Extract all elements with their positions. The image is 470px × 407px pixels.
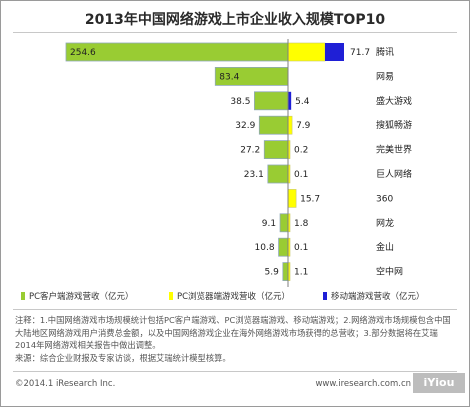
legend-swatch-pc-browser xyxy=(169,292,173,300)
value-label-pc-client: 32.9 xyxy=(235,121,255,131)
bar-pc-client xyxy=(267,164,289,184)
bar-mobile xyxy=(288,91,292,110)
category-label: 金山 xyxy=(376,241,394,253)
bar-pc-client xyxy=(65,42,289,62)
bar-pc-browser xyxy=(287,189,297,208)
value-label-pc-browser: 0.1 xyxy=(294,243,308,253)
category-label: 网易 xyxy=(376,71,394,82)
bar-pc-client xyxy=(282,262,289,282)
bar-pc-browser xyxy=(287,42,326,62)
legend-item-pc-client: PC客户端游戏营收（亿元） xyxy=(21,290,134,304)
value-label-pc-client: 10.8 xyxy=(255,243,275,253)
legend-divider xyxy=(13,309,457,310)
notes-text: 注释：1.中国网络游戏市场规模统计包括PC客户端游戏、PC浏览器端游戏、移动端游… xyxy=(15,315,451,350)
value-label-pc-browser: 1.1 xyxy=(294,268,308,278)
value-label-pc-client: 38.5 xyxy=(230,97,250,107)
watermark-logo: iYiou xyxy=(413,373,465,393)
title-divider xyxy=(13,32,457,33)
value-label-pc-browser: 0.1 xyxy=(294,170,308,180)
category-label: 空中网 xyxy=(376,266,403,278)
value-label-pc-client: 254.6 xyxy=(70,48,96,58)
legend-item-mobile: 移动端游戏营收（亿元） xyxy=(323,290,425,304)
copyright-text: ©2014.1 iResearch Inc. xyxy=(15,379,116,389)
category-label: 360 xyxy=(376,194,393,204)
bar-mobile xyxy=(325,43,344,61)
value-label-pc-client: 27.2 xyxy=(240,146,260,156)
category-label: 搜狐畅游 xyxy=(376,119,412,131)
footer-divider xyxy=(13,371,457,372)
bar-pc-client xyxy=(258,115,289,135)
category-label: 巨人网络 xyxy=(376,168,412,180)
legend-label-pc-client: PC客户端游戏营收（亿元） xyxy=(29,292,134,302)
source-text: 来源：综合企业财报及专家访谈，根据艾瑞统计模型核算。 xyxy=(15,352,231,363)
category-label: 网龙 xyxy=(376,217,394,229)
legend-swatch-pc-client xyxy=(21,292,25,300)
legend-label-mobile: 移动端游戏营收（亿元） xyxy=(331,292,425,302)
bar-plot: 254.6 腾讯 83.4 网易 38.5 5.4 盛大游戏 32.9 7.9 搜狐畅游 27.2 0… xyxy=(65,39,412,287)
value-label-pc-browser: 71.7 xyxy=(350,48,370,58)
bar-pc-client xyxy=(263,140,289,160)
value-label-pc-client: 5.9 xyxy=(265,268,280,278)
bar-pc-client xyxy=(279,213,289,233)
value-label-mobile: 5.4 xyxy=(295,97,310,107)
bar-pc-client xyxy=(278,237,289,257)
value-label-pc-browser: 15.7 xyxy=(300,194,320,204)
value-label-pc-browser: 0.2 xyxy=(294,146,308,156)
category-label: 盛大游戏 xyxy=(376,95,412,107)
category-label: 腾讯 xyxy=(376,46,394,58)
chart-title: 2013年中国网络游戏上市企业收入规模TOP10 xyxy=(84,12,386,28)
value-label-pc-client: 23.1 xyxy=(244,170,264,180)
value-label-pc-client: 9.1 xyxy=(262,219,276,229)
legend-swatch-mobile xyxy=(323,292,327,300)
value-label-pc-client: 83.4 xyxy=(219,72,239,82)
website-text: www.iresearch.com.cn xyxy=(315,379,411,389)
value-label-pc-browser: 7.9 xyxy=(296,121,311,131)
bar-pc-client xyxy=(254,91,289,111)
notes-block: 注释：1.中国网络游戏市场规模统计包括PC客户端游戏、PC浏览器端游戏、移动端游… xyxy=(15,314,457,364)
value-label-pc-browser: 1.8 xyxy=(294,219,309,229)
legend: PC客户端游戏营收（亿元） PC浏览器端游戏营收（亿元） 移动端游戏营收（亿元） xyxy=(21,290,461,304)
bar-pc-browser xyxy=(287,115,293,135)
category-label: 完美世界 xyxy=(376,144,412,156)
legend-item-pc-browser: PC浏览器端游戏营收（亿元） xyxy=(169,290,290,304)
legend-label-pc-browser: PC浏览器端游戏营收（亿元） xyxy=(177,292,291,302)
